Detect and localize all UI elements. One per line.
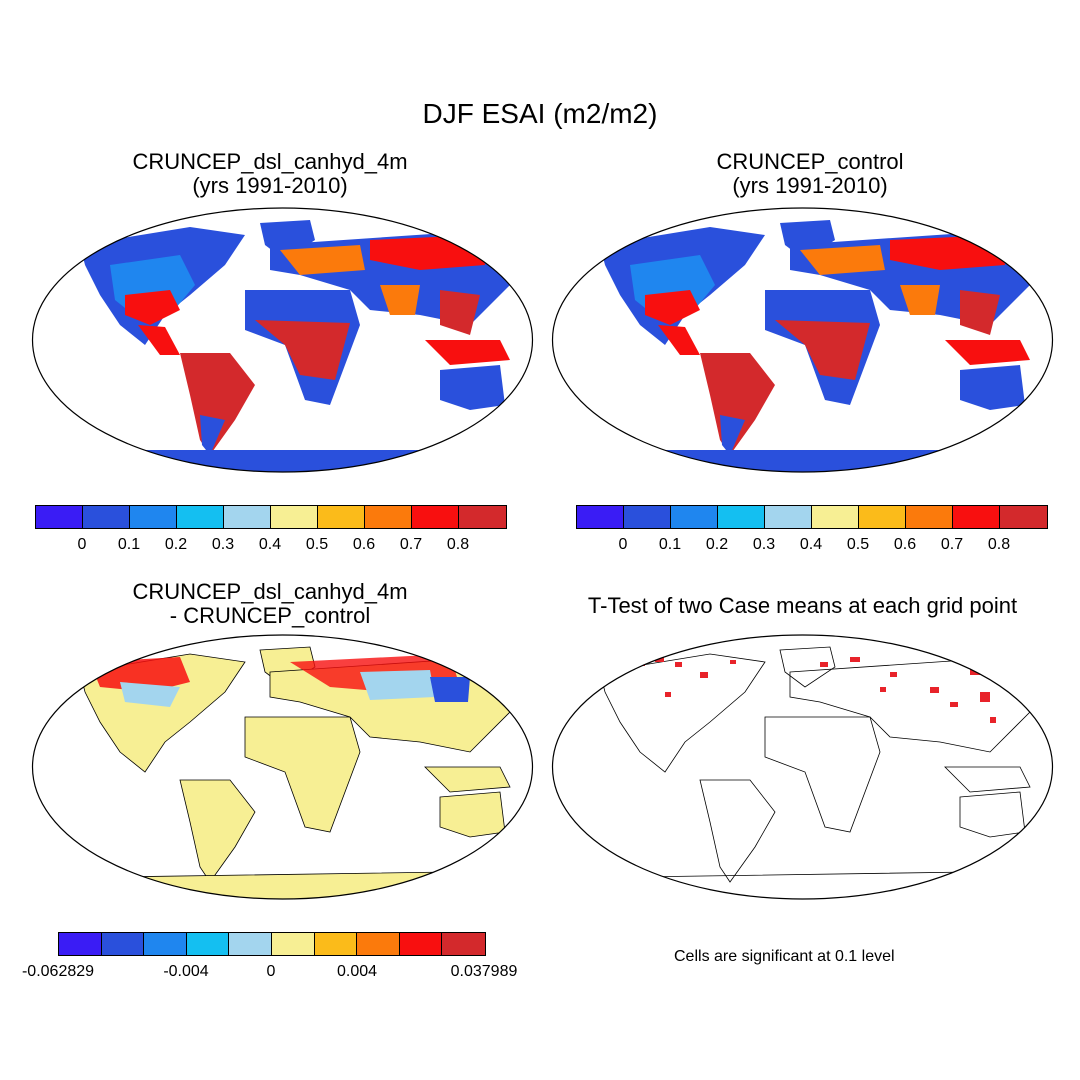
- map-panel-2: [550, 205, 1055, 475]
- colorbar-tick-label: 0.004: [336, 963, 378, 980]
- colorbar-tick-label: 0: [266, 963, 276, 980]
- colorbar-swatch: [859, 506, 906, 528]
- colorbar-swatch: [1000, 506, 1047, 528]
- panel-4-title: T-Test of two Case means at each grid po…: [525, 594, 1080, 618]
- colorbar-swatch: [357, 933, 400, 955]
- colorbar-swatch: [624, 506, 671, 528]
- colorbar-swatch: [399, 933, 443, 955]
- colorbar-tick-label: 0.8: [987, 536, 1011, 553]
- colorbar-swatch: [671, 506, 718, 528]
- colorbar-swatch: [186, 933, 230, 955]
- colorbar-swatch: [59, 933, 102, 955]
- colorbar-swatch: [953, 506, 1000, 528]
- colorbar-tick-label: 0.8: [446, 536, 470, 553]
- panel-1-title: CRUNCEP_dsl_canhyd_4m (yrs 1991-2010): [0, 150, 540, 198]
- colorbar-swatch: [718, 506, 765, 528]
- colorbar-tick-label: 0.4: [258, 536, 282, 553]
- panel-1-title-line1: CRUNCEP_dsl_canhyd_4m: [132, 149, 408, 174]
- colorbar-tick-label: 0.4: [799, 536, 823, 553]
- colorbar-tick-label: 0: [77, 536, 87, 553]
- colorbar-swatch: [318, 506, 365, 528]
- colorbar-swatch: [229, 933, 272, 955]
- colorbar-swatch: [577, 506, 624, 528]
- colorbar-tick-label: 0.1: [658, 536, 682, 553]
- colorbar-swatch: [177, 506, 224, 528]
- colorbar-tick-label: 0.2: [705, 536, 729, 553]
- map-panel-1: [30, 205, 535, 475]
- colorbar-tick-label: 0.6: [352, 536, 376, 553]
- colorbar-swatch: [144, 933, 187, 955]
- colorbar-tick-label: 0.7: [399, 536, 423, 553]
- colorbar-tick-label: 0: [618, 536, 628, 553]
- panel-3-title-line2: - CRUNCEP_control: [169, 603, 371, 628]
- colorbar-swatch: [765, 506, 812, 528]
- colorbar-swatch: [365, 506, 412, 528]
- colorbar-tick-label: 0.5: [305, 536, 329, 553]
- colorbar-swatch: [459, 506, 506, 528]
- map-panel-4: [550, 632, 1055, 902]
- colorbar-tick-label: 0.3: [211, 536, 235, 553]
- panel-2-title-line1: CRUNCEP_control: [716, 149, 904, 174]
- colorbar-swatch: [271, 506, 318, 528]
- panel-3-title: CRUNCEP_dsl_canhyd_4m - CRUNCEP_control: [0, 580, 540, 628]
- colorbar-tick-label: 0.3: [752, 536, 776, 553]
- colorbar-swatch: [812, 506, 859, 528]
- figure-title: DJF ESAI (m2/m2): [422, 98, 658, 129]
- colorbar-panel-1: [35, 505, 507, 529]
- colorbar-swatch: [83, 506, 130, 528]
- colorbar-panel-3: [58, 932, 486, 956]
- panel-2-title: CRUNCEP_control (yrs 1991-2010): [540, 150, 1080, 198]
- colorbar-swatch: [36, 506, 83, 528]
- map-panel-3: [30, 632, 535, 902]
- colorbar-tick-label: 0.1: [117, 536, 141, 553]
- ttest-note: Cells are significant at 0.1 level: [674, 948, 895, 965]
- colorbar-tick-label: 0.7: [940, 536, 964, 553]
- colorbar-swatch: [412, 506, 459, 528]
- colorbar-tick-label: -0.062829: [21, 963, 95, 980]
- colorbar-tick-label: -0.004: [163, 963, 209, 980]
- panel-4-title-line1: T-Test of two Case means at each grid po…: [587, 593, 1018, 618]
- colorbar-swatch: [442, 933, 485, 955]
- colorbar-tick-label: 0.5: [846, 536, 870, 553]
- panel-1-title-line2: (yrs 1991-2010): [192, 173, 348, 198]
- colorbar-swatch: [224, 506, 271, 528]
- colorbar-swatch: [101, 933, 145, 955]
- colorbar-swatch: [271, 933, 315, 955]
- colorbar-tick-label: 0.2: [164, 536, 188, 553]
- colorbar-tick-label: 0.037989: [450, 963, 518, 980]
- colorbar-panel-2: [576, 505, 1048, 529]
- colorbar-swatch: [314, 933, 358, 955]
- panel-3-title-line1: CRUNCEP_dsl_canhyd_4m: [132, 579, 408, 604]
- colorbar-swatch: [130, 506, 177, 528]
- panel-2-title-line2: (yrs 1991-2010): [732, 173, 888, 198]
- colorbar-swatch: [906, 506, 953, 528]
- colorbar-tick-label: 0.6: [893, 536, 917, 553]
